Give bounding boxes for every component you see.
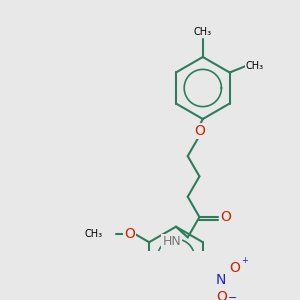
Text: O: O [124, 227, 135, 241]
Text: CH₃: CH₃ [246, 61, 264, 71]
Text: O: O [220, 210, 231, 224]
Text: O: O [229, 261, 240, 275]
Text: N: N [216, 273, 226, 287]
Text: CH₃: CH₃ [85, 229, 103, 239]
Text: +: + [242, 256, 248, 265]
Text: O: O [194, 124, 205, 138]
Text: HN: HN [162, 235, 181, 248]
Text: O: O [216, 290, 227, 300]
Text: −: − [228, 293, 237, 300]
Text: CH₃: CH₃ [194, 27, 212, 37]
